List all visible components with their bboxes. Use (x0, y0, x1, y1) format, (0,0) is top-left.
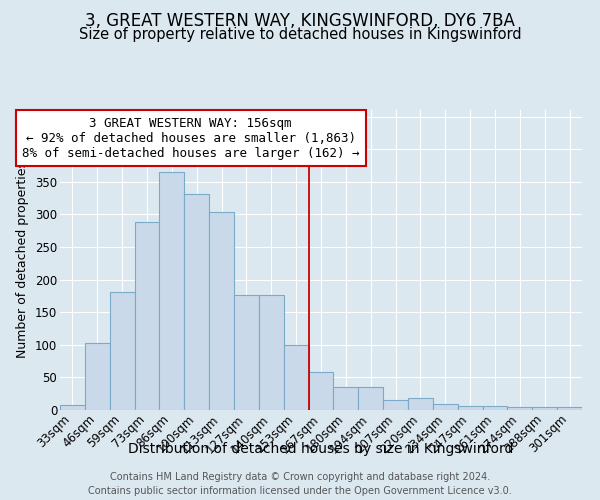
Bar (308, 372, 334, 410)
Y-axis label: Number of detached properties: Number of detached properties (16, 162, 29, 358)
Bar (284, 345, 308, 410)
Bar (60, 405, 85, 410)
Bar (383, 400, 408, 410)
Bar (234, 294, 259, 410)
Bar (160, 172, 184, 410)
Text: Distribution of detached houses by size in Kingswinford: Distribution of detached houses by size … (128, 442, 514, 456)
Bar (458, 406, 482, 410)
Bar (209, 212, 234, 410)
Bar (482, 406, 508, 410)
Text: Contains public sector information licensed under the Open Government Licence v3: Contains public sector information licen… (88, 486, 512, 496)
Bar (334, 387, 358, 410)
Text: Contains HM Land Registry data © Crown copyright and database right 2024.: Contains HM Land Registry data © Crown c… (110, 472, 490, 482)
Bar (85, 343, 110, 410)
Text: 3, GREAT WESTERN WAY, KINGSWINFORD, DY6 7BA: 3, GREAT WESTERN WAY, KINGSWINFORD, DY6 … (85, 12, 515, 30)
Bar (110, 292, 134, 410)
Bar (557, 408, 582, 410)
Text: Size of property relative to detached houses in Kingswinford: Size of property relative to detached ho… (79, 28, 521, 42)
Bar (532, 408, 557, 410)
Text: 3 GREAT WESTERN WAY: 156sqm
← 92% of detached houses are smaller (1,863)
8% of s: 3 GREAT WESTERN WAY: 156sqm ← 92% of det… (22, 116, 359, 160)
Bar (408, 398, 433, 410)
Bar (134, 222, 160, 410)
Bar (508, 406, 532, 410)
Bar (433, 404, 458, 410)
Bar (184, 194, 209, 410)
Bar (259, 295, 284, 410)
Bar (358, 386, 383, 410)
